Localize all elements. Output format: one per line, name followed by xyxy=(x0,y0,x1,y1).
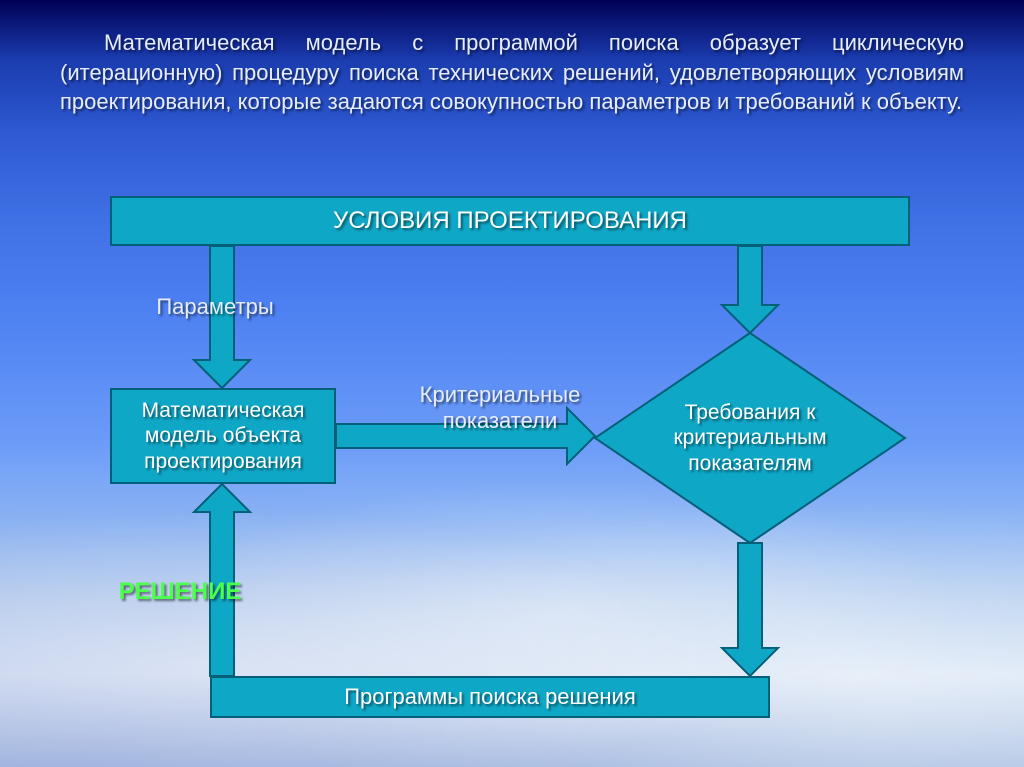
intro-text: Математическая модель с программой поиск… xyxy=(60,30,964,114)
label-solution: РЕШЕНИЕ xyxy=(105,578,255,607)
node-conditions: УСЛОВИЯ ПРОЕКТИРОВАНИЯ xyxy=(110,196,910,246)
intro-paragraph: Математическая модель с программой поиск… xyxy=(60,28,964,117)
label-criteria: Критериальные показатели xyxy=(400,382,600,435)
node-requirements: Требования к критериальным показателям xyxy=(638,380,861,496)
node-programs: Программы поиска решения xyxy=(210,676,770,718)
node-conditions-label: УСЛОВИЯ ПРОЕКТИРОВАНИЯ xyxy=(333,207,687,236)
label-parameters: Параметры xyxy=(130,294,300,320)
node-programs-label: Программы поиска решения xyxy=(344,684,636,710)
node-model: Математическая модель объекта проектиров… xyxy=(110,388,336,484)
node-requirements-label: Требования к критериальным показателям xyxy=(648,400,851,476)
arrow-conditions-to-req xyxy=(722,246,778,333)
slide: Математическая модель с программой поиск… xyxy=(0,0,1024,767)
arrow-req-to-programs xyxy=(722,543,778,676)
node-model-label: Математическая модель объекта проектиров… xyxy=(122,398,324,474)
